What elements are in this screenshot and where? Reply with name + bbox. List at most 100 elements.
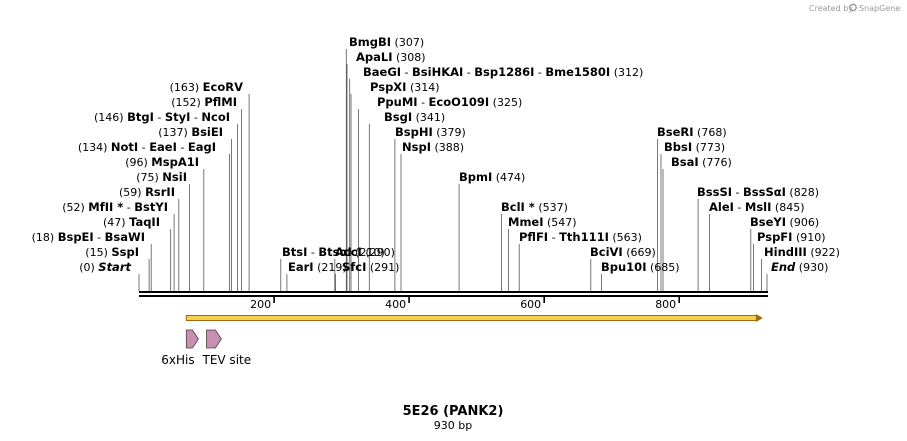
site-pspfi[interactable]: PspFI (910) <box>757 230 826 244</box>
site-label-rsrii[interactable]: (59) RsrII <box>119 185 175 199</box>
site-label-pspfi[interactable]: PspFI (910) <box>757 230 826 244</box>
site-btsi[interactable]: BtsI - BtsαI (210) <box>282 245 385 259</box>
site-label-pflfi[interactable]: PflFI - Tth111I (563) <box>519 230 642 244</box>
site-label-bsiei[interactable]: (137) BsiEI <box>158 125 223 139</box>
site-label-bsai[interactable]: BsaI (776) <box>671 155 732 169</box>
site-eari[interactable]: EarI (219) <box>288 260 347 274</box>
site-label-bcli[interactable]: BclI * (537) <box>501 200 568 214</box>
orf-feature[interactable] <box>185 314 763 322</box>
site-label-btsi[interactable]: BtsI - BtsαI (210) <box>282 245 385 259</box>
site-label-start[interactable]: (0) Start <box>79 260 131 274</box>
feature-arrow-icon[interactable] <box>185 329 199 349</box>
site-label-acci[interactable]: AccI (290) <box>335 245 395 259</box>
site-position: (474) <box>492 171 525 184</box>
site-label-end[interactable]: End (930) <box>771 260 828 274</box>
site-label-mspa1i[interactable]: (96) MspA1I <box>125 155 199 169</box>
site-position: (146) <box>94 111 127 124</box>
site-label-btgi[interactable]: (146) BtgI - StyI - NcoI <box>94 110 230 124</box>
site-btgi[interactable]: (146) BtgI - StyI - NcoI <box>94 110 230 124</box>
site-label-apali[interactable]: ApaLI (308) <box>356 50 426 64</box>
site-bsphi[interactable]: BspHI (379) <box>395 125 466 139</box>
site-name-mfii: MfII * <box>88 200 123 214</box>
site-label-alei[interactable]: AleI - MslI (845) <box>709 200 804 214</box>
site-position: (341) <box>412 111 445 124</box>
site-label-bsgi[interactable]: BsgI (341) <box>384 110 445 124</box>
site-ecorv[interactable]: (163) EcoRV <box>170 80 244 94</box>
site-name-bseyi: BseYI <box>750 215 786 229</box>
site-label-sspi[interactable]: (15) SspI <box>85 245 139 259</box>
site-label-bpu10i[interactable]: Bpu10I (685) <box>601 260 680 274</box>
site-sfci[interactable]: SfcI (291) <box>342 260 399 274</box>
site-label-noti[interactable]: (134) NotI - EaeI - EagI <box>78 140 216 154</box>
site-bcli[interactable]: BclI * (537) <box>501 200 568 214</box>
site-nspi[interactable]: NspI (388) <box>402 140 464 154</box>
site-mmei[interactable]: MmeI (547) <box>508 215 577 229</box>
site-bmgbi[interactable]: BmgBI (307) <box>349 35 424 49</box>
site-baegi[interactable]: BaeGI - BsiHKAI - Bsp1286I - Bme1580I (3… <box>363 65 643 79</box>
site-bpmi[interactable]: BpmI (474) <box>459 170 525 184</box>
site-bseri[interactable]: BseRI (768) <box>657 125 727 139</box>
site-bbsi[interactable]: BbsI (773) <box>664 140 725 154</box>
site-label-bsphi[interactable]: BspHI (379) <box>395 125 466 139</box>
site-name-btsi: BtsI <box>282 245 307 259</box>
site-alei[interactable]: AleI - MslI (845) <box>709 200 804 214</box>
site-start[interactable]: (0) Start <box>79 260 131 274</box>
site-bpu10i[interactable]: Bpu10I (685) <box>601 260 680 274</box>
site-rsrii[interactable]: (59) RsrII <box>119 185 175 199</box>
site-label-bmgbi[interactable]: BmgBI (307) <box>349 35 424 49</box>
site-taqii[interactable]: (47) TaqII <box>103 215 160 229</box>
site-nsii[interactable]: (75) NsiI <box>136 170 187 184</box>
site-label-bcivi[interactable]: BciVI (669) <box>590 245 656 259</box>
site-label-pspxi[interactable]: PspXI (314) <box>370 80 440 94</box>
site-bspei[interactable]: (18) BspEI - BsaWI <box>32 230 145 244</box>
site-end[interactable]: End (930) <box>771 260 828 274</box>
site-label-bspei[interactable]: (18) BspEI - BsaWI <box>32 230 145 244</box>
site-label-nsii[interactable]: (75) NsiI <box>136 170 187 184</box>
site-label-bsssi[interactable]: BssSI - BssSαI (828) <box>697 185 819 199</box>
site-bsgi[interactable]: BsgI (341) <box>384 110 445 124</box>
site-label-nspi[interactable]: NspI (388) <box>402 140 464 154</box>
orf-bar[interactable] <box>185 315 758 321</box>
site-label-hindiii[interactable]: HindIII (922) <box>764 245 840 259</box>
site-bcivi[interactable]: BciVI (669) <box>590 245 656 259</box>
site-apali[interactable]: ApaLI (308) <box>356 50 426 64</box>
site-position: (307) <box>391 36 424 49</box>
feature-tev-site[interactable]: TEV site <box>202 329 252 367</box>
site-label-bbsi[interactable]: BbsI (773) <box>664 140 725 154</box>
site-label-bseyi[interactable]: BseYI (906) <box>750 215 819 229</box>
site-name-bsihkai: BsiHKAI <box>412 65 463 79</box>
site-label-ppumi[interactable]: PpuMI - EcoO109I (325) <box>377 95 522 109</box>
site-bsiei[interactable]: (137) BsiEI <box>158 125 223 139</box>
site-label-baegi[interactable]: BaeGI - BsiHKAI - Bsp1286I - Bme1580I (3… <box>363 65 643 79</box>
features[interactable]: 6xHis TEV site <box>161 314 763 367</box>
site-label-bpmi[interactable]: BpmI (474) <box>459 170 525 184</box>
site-ppumi[interactable]: PpuMI - EcoO109I (325) <box>377 95 522 109</box>
site-hindiii[interactable]: HindIII (922) <box>764 245 840 259</box>
site-label-pflmi[interactable]: (152) PflMI <box>171 95 237 109</box>
site-label-eari[interactable]: EarI (219) <box>288 260 347 274</box>
site-mspa1i[interactable]: (96) MspA1I <box>125 155 199 169</box>
site-label-sfci[interactable]: SfcI (291) <box>342 260 399 274</box>
site-separator: - <box>94 231 105 244</box>
feature-arrow-icon[interactable] <box>206 329 222 349</box>
site-pflmi[interactable]: (152) PflMI <box>171 95 237 109</box>
site-name-eari: EarI <box>288 260 314 274</box>
site-label-mmei[interactable]: MmeI (547) <box>508 215 577 229</box>
site-label-bseri[interactable]: BseRI (768) <box>657 125 727 139</box>
site-acci[interactable]: AccI (290) <box>335 245 395 259</box>
site-pspxi[interactable]: PspXI (314) <box>370 80 440 94</box>
site-bseyi[interactable]: BseYI (906) <box>750 215 819 229</box>
feature-6xhis[interactable]: 6xHis <box>161 329 199 367</box>
site-sspi[interactable]: (15) SspI <box>85 245 139 259</box>
site-bsai[interactable]: BsaI (776) <box>671 155 732 169</box>
site-name-pspfi: PspFI <box>757 230 792 244</box>
site-bsssi[interactable]: BssSI - BssSαI (828) <box>697 185 819 199</box>
site-separator: - <box>190 111 201 124</box>
site-label-mfii[interactable]: (52) MfII * - BstYI <box>62 200 168 214</box>
site-pflfi[interactable]: PflFI - Tth111I (563) <box>519 230 642 244</box>
site-label-ecorv[interactable]: (163) EcoRV <box>170 80 244 94</box>
site-noti[interactable]: (134) NotI - EaeI - EagI <box>78 140 216 154</box>
site-mfii[interactable]: (52) MfII * - BstYI <box>62 200 168 214</box>
site-label-taqii[interactable]: (47) TaqII <box>103 215 160 229</box>
site-name-bbsi: BbsI <box>664 140 692 154</box>
